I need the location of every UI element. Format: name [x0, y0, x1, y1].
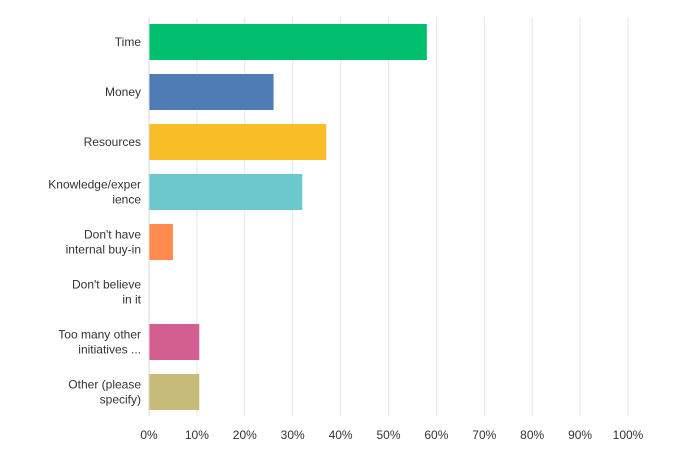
bars	[149, 24, 427, 410]
category-label-line: internal buy-in	[66, 243, 141, 257]
category-label-line: Don't believe	[72, 278, 141, 292]
x-tick-label: 30%	[281, 428, 305, 442]
category-label: Money	[105, 85, 141, 99]
category-label: Other (please specify)	[68, 378, 141, 407]
category-label: Time	[115, 35, 142, 49]
category-label-line: in it	[122, 293, 141, 307]
x-tick-label: 90%	[568, 428, 592, 442]
bar	[149, 324, 200, 360]
category-label-line: specify)	[100, 393, 141, 407]
bar	[149, 24, 427, 60]
category-label: Too many other initiatives ...	[58, 328, 141, 357]
x-tick-labels: 0% 10% 20% 30% 40% 50% 60% 70% 80% 90% 100%	[140, 428, 643, 442]
x-tick-label: 20%	[233, 428, 257, 442]
category-label-line: initiatives ...	[78, 343, 141, 357]
bar	[149, 374, 200, 410]
category-label-line: Too many other	[58, 328, 141, 342]
x-tick-label: 70%	[472, 428, 496, 442]
x-tick-label: 0%	[140, 428, 158, 442]
category-labels: Time Money Resources Knowledge/exper ience Do…	[48, 35, 141, 407]
category-label: Don't have internal buy-in	[66, 228, 142, 257]
bar	[149, 74, 274, 110]
category-label: Knowledge/exper ience	[48, 178, 141, 207]
x-tick-label: 60%	[424, 428, 448, 442]
bar	[149, 174, 303, 210]
category-label-line: Knowledge/exper	[48, 178, 141, 192]
x-tick-label: 10%	[185, 428, 209, 442]
category-label-line: Don't have	[84, 228, 141, 242]
category-label-line: Resources	[84, 135, 141, 149]
x-tick-label: 100%	[613, 428, 644, 442]
category-label-line: Other (please	[68, 378, 141, 392]
x-tick-label: 80%	[520, 428, 544, 442]
category-label: Resources	[84, 135, 141, 149]
category-label-line: ience	[112, 193, 141, 207]
category-label-line: Money	[105, 85, 141, 99]
x-tick-label: 40%	[329, 428, 353, 442]
bar	[149, 224, 173, 260]
bar	[149, 124, 327, 160]
category-label: Don't believe in it	[72, 278, 142, 307]
x-tick-label: 50%	[376, 428, 400, 442]
category-label-line: Time	[115, 35, 142, 49]
